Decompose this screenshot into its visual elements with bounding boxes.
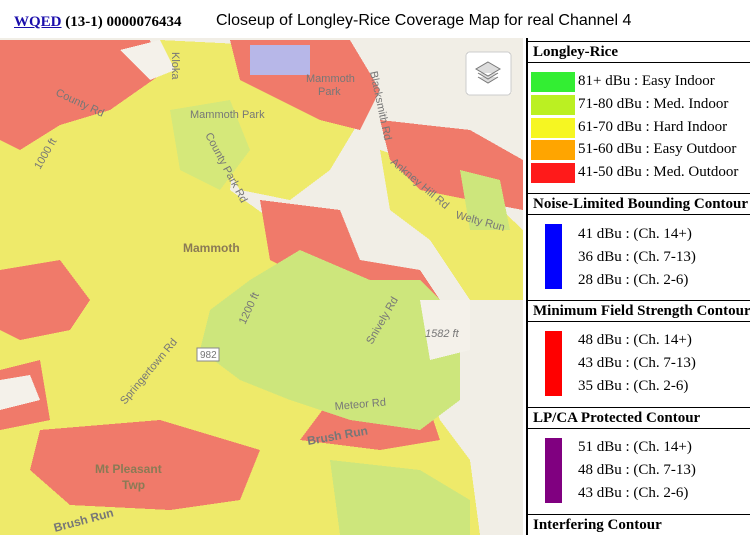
legend-item: 28 dBu : (Ch. 2-6) — [578, 272, 689, 288]
legend-item: 43 dBu : (Ch. 2-6) — [578, 485, 689, 501]
section-title: Longley-Rice — [528, 41, 750, 63]
layers-button[interactable] — [465, 51, 512, 96]
legend-item: 48 dBu : (Ch. 14+) — [578, 332, 692, 348]
swatch — [531, 95, 575, 115]
swatch — [531, 72, 575, 92]
road-label: Meteor Rd — [334, 397, 386, 413]
contour-swatch — [545, 438, 562, 503]
legend-item: 48 dBu : (Ch. 7-13) — [578, 462, 696, 478]
swatch — [531, 163, 575, 183]
town-label: Mammoth — [183, 241, 240, 255]
legend-item: 43 dBu : (Ch. 7-13) — [578, 355, 696, 371]
legend-item: 61-70 dBu : Hard Indoor — [578, 119, 728, 135]
legend-item: 35 dBu : (Ch. 2-6) — [578, 378, 689, 394]
route-shield — [196, 347, 220, 362]
route-label: 982 — [200, 350, 217, 361]
contour-swatch — [545, 331, 562, 396]
station-id: (13-1) 0000076434 — [65, 14, 182, 30]
place-label: Park — [318, 86, 341, 98]
section-title: Noise-Limited Bounding Contour — [528, 193, 750, 215]
page-title: Closeup of Longley-Rice Coverage Map for… — [216, 12, 632, 29]
legend-item: 51-60 dBu : Easy Outdoor — [578, 141, 737, 157]
swatch — [531, 118, 575, 138]
town-label: Mt Pleasant — [95, 462, 162, 476]
station-link[interactable]: WQED — [14, 14, 62, 30]
place-label: Kloka — [169, 52, 181, 80]
coverage-map[interactable]: Kloka Mammoth Park Mammoth Park County R… — [0, 38, 523, 535]
section-title: Minimum Field Strength Contour — [528, 300, 750, 322]
header: WQED (13-1) 0000076434 Closeup of Longle… — [14, 12, 631, 31]
legend-item: 51 dBu : (Ch. 14+) — [578, 439, 692, 455]
elevation-label: 1582 ft — [425, 328, 460, 340]
legend-item: 81+ dBu : Easy Indoor — [578, 73, 715, 89]
contour-swatch — [545, 224, 562, 289]
legend: Longley-Rice 81+ dBu : Easy Indoor 71-80… — [526, 38, 750, 535]
section-title: Interfering Contour — [528, 514, 750, 535]
legend-item: 36 dBu : (Ch. 7-13) — [578, 249, 696, 265]
swatch — [531, 140, 575, 160]
legend-item: 41 dBu : (Ch. 14+) — [578, 226, 692, 242]
place-label: Mammoth Park — [190, 109, 265, 121]
town-label: Twp — [122, 478, 145, 492]
legend-item: 41-50 dBu : Med. Outdoor — [578, 164, 739, 180]
section-title: LP/CA Protected Contour — [528, 407, 750, 429]
layers-icon — [475, 61, 501, 84]
legend-item: 71-80 dBu : Med. Indoor — [578, 96, 729, 112]
place-label: Mammoth — [306, 73, 355, 85]
